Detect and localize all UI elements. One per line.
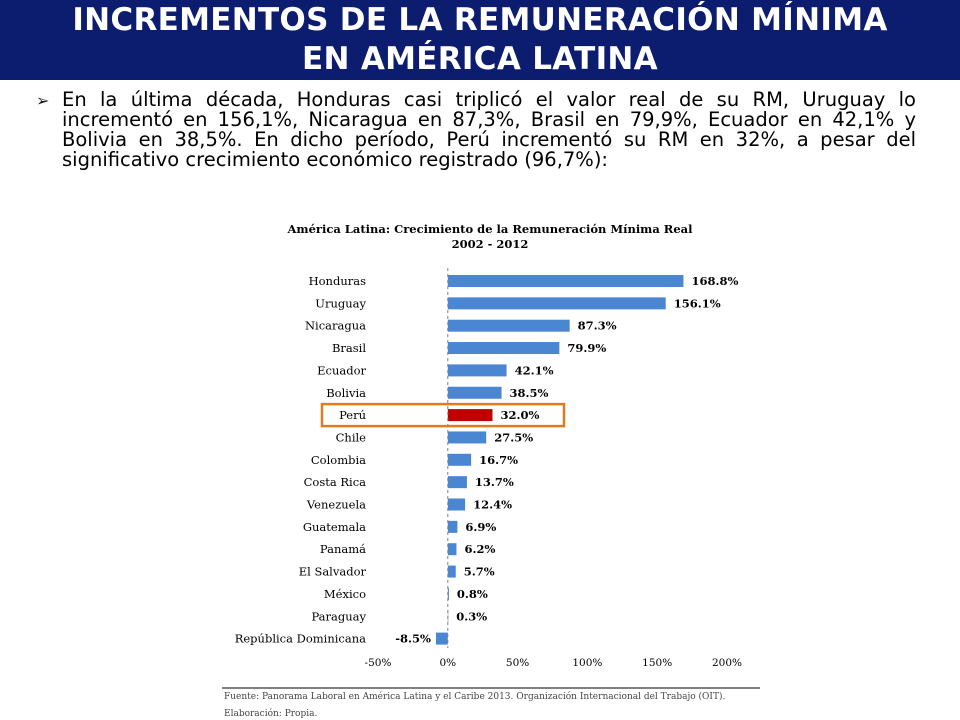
value-label-venezuela: 12.4% bbox=[473, 498, 512, 512]
slide-title-line-2: EN AMÉRICA LATINA bbox=[302, 41, 658, 77]
bar-guatemala bbox=[447, 520, 458, 533]
category-label-el-salvador: El Salvador bbox=[299, 565, 367, 579]
category-label-chile: Chile bbox=[336, 430, 367, 444]
category-label-brasil: Brasil bbox=[332, 341, 366, 355]
source-note: Fuente: Panorama Laboral en América Lati… bbox=[224, 691, 725, 702]
category-label-venezuela: Venezuela bbox=[306, 498, 366, 512]
bar-ecuador bbox=[447, 364, 507, 377]
highlight-box bbox=[320, 402, 566, 428]
category-label-bolivia: Bolivia bbox=[326, 386, 366, 400]
bar-republica-dominicana bbox=[435, 632, 448, 645]
bullet-paragraph: ➢ En la última década, Honduras casi tri… bbox=[36, 90, 916, 170]
value-label-el-salvador: 5.7% bbox=[464, 565, 495, 579]
value-label-nicaragua: 87.3% bbox=[578, 319, 617, 333]
value-label-colombia: 16.7% bbox=[479, 453, 518, 467]
category-label-costa-rica: Costa Rica bbox=[304, 475, 367, 489]
bar-el-salvador bbox=[447, 565, 456, 578]
bar-mexico bbox=[447, 587, 449, 600]
category-label-peru: Perú bbox=[339, 408, 366, 422]
bar-chile bbox=[447, 431, 487, 444]
chart-title: América Latina: Crecimiento de la Remune… bbox=[287, 222, 694, 236]
value-label-costa-rica: 13.7% bbox=[475, 475, 514, 489]
bar-uruguay bbox=[447, 297, 666, 310]
bullet-text: En la última década, Honduras casi tripl… bbox=[62, 88, 916, 171]
category-label-guatemala: Guatemala bbox=[303, 520, 366, 534]
value-label-chile: 27.5% bbox=[494, 430, 533, 444]
x-tick-label: 50% bbox=[506, 657, 529, 669]
chart-subtitle: 2002 - 2012 bbox=[452, 237, 529, 251]
value-label-peru: 32.0% bbox=[500, 408, 539, 422]
x-tick-label: 0% bbox=[439, 657, 456, 669]
title-bar bbox=[0, 0, 960, 80]
arrow-bullet-icon: ➢ bbox=[36, 91, 50, 110]
slide-title: INCREMENTOS DE LA REMUNERACIÓN MÍNIMA EN… bbox=[0, 0, 960, 80]
category-label-uruguay: Uruguay bbox=[315, 296, 366, 310]
bar-honduras bbox=[447, 275, 684, 287]
category-label-mexico: México bbox=[324, 587, 366, 601]
category-label-honduras: Honduras bbox=[309, 274, 366, 288]
x-tick-label: 200% bbox=[712, 657, 742, 669]
bar-panama bbox=[447, 543, 457, 556]
bar-nicaragua bbox=[447, 319, 570, 332]
value-label-honduras: 168.8% bbox=[691, 274, 738, 288]
bar-bolivia bbox=[447, 386, 502, 399]
elaboration-note: Elaboración: Propia. bbox=[224, 708, 317, 719]
category-label-republica-dominicana: República Dominicana bbox=[235, 632, 366, 646]
category-label-colombia: Colombia bbox=[311, 453, 366, 467]
value-label-mexico: 0.8% bbox=[457, 587, 488, 601]
bar-colombia bbox=[447, 453, 472, 466]
bar-costa-rica bbox=[447, 476, 467, 489]
bar-brasil bbox=[447, 342, 560, 355]
value-label-brasil: 79.9% bbox=[567, 341, 606, 355]
x-tick-label: -50% bbox=[365, 657, 392, 669]
x-tick-label: 100% bbox=[572, 657, 602, 669]
value-label-panama: 6.2% bbox=[464, 542, 495, 556]
category-label-paraguay: Paraguay bbox=[311, 609, 366, 623]
value-label-paraguay: 0.3% bbox=[456, 609, 487, 623]
value-label-republica-dominicana: -8.5% bbox=[395, 632, 431, 646]
category-label-panama: Panamá bbox=[320, 542, 366, 556]
x-tick-label: 150% bbox=[642, 657, 672, 669]
value-label-bolivia: 38.5% bbox=[510, 386, 549, 400]
bar-venezuela bbox=[447, 498, 466, 511]
category-label-ecuador: Ecuador bbox=[317, 363, 366, 377]
slide-title-line-1: INCREMENTOS DE LA REMUNERACIÓN MÍNIMA bbox=[72, 2, 888, 38]
category-label-nicaragua: Nicaragua bbox=[305, 319, 366, 333]
value-label-ecuador: 42.1% bbox=[515, 363, 554, 377]
bar-peru bbox=[447, 409, 493, 422]
value-label-uruguay: 156.1% bbox=[674, 296, 721, 310]
value-label-guatemala: 6.9% bbox=[465, 520, 496, 534]
